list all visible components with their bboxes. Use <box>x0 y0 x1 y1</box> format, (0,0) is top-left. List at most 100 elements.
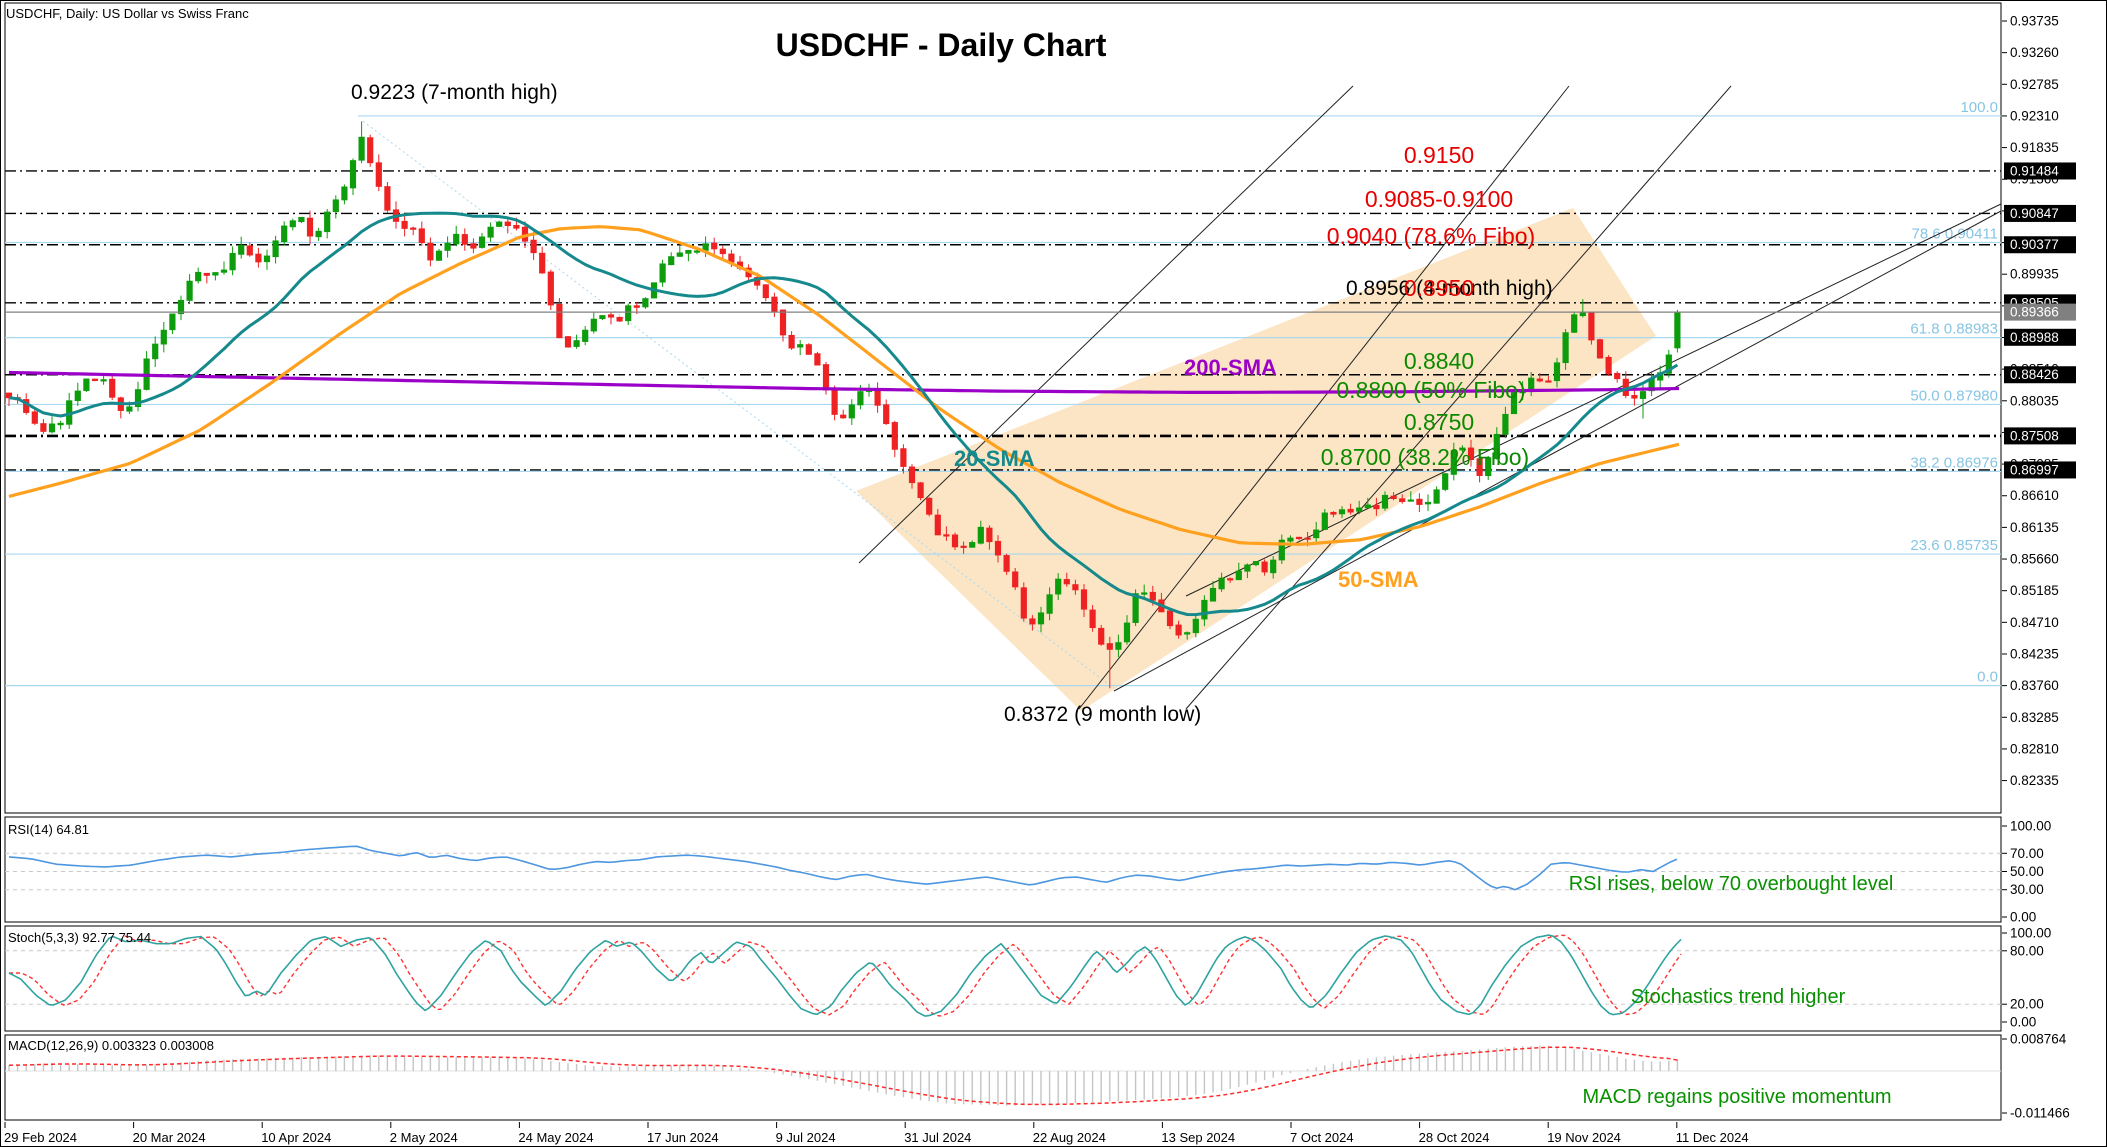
price-level-box <box>2004 236 2076 254</box>
fibo-label-23.6: 23.6 0.85735 <box>1910 537 1998 554</box>
macd-note[interactable]: MACD regains positive momentum <box>1582 1086 1892 1108</box>
annotation-7month-high[interactable]: 0.9223 (7-month high) <box>351 81 558 104</box>
trendline-5[interactable] <box>1113 210 2002 692</box>
price-level-box-label: 0.90377 <box>2010 237 2059 252</box>
price-axis-label: 0.86135 <box>2010 520 2059 535</box>
sma-20-line <box>8 211 1679 617</box>
price-level-box-label: 0.91484 <box>2010 163 2059 178</box>
fibo-label-100.0: 100.0 <box>1960 99 1998 116</box>
rsi-note[interactable]: RSI rises, below 70 overbought level <box>1568 873 1894 895</box>
current-price-box-label: 0.89366 <box>2010 305 2059 320</box>
fibo-label-0.0: 0.0 <box>1977 669 1998 686</box>
price-axis-label: 0.93735 <box>2010 14 2059 29</box>
price-level-box-label: 0.86997 <box>2010 462 2059 477</box>
trendline-4[interactable] <box>1185 203 2002 597</box>
macd-indicator-label: MACD(12,26,9) 0.003323 0.003008 <box>8 1038 214 1053</box>
macd-panel[interactable] <box>4 1034 2002 1121</box>
fibo-label-78.6: 78.6 0.90411 <box>1912 225 1998 242</box>
annotation-4month-high[interactable]: 0.8956 (4-month high) <box>1346 277 1553 300</box>
date-axis-label: 11 Dec 2024 <box>1676 1130 1749 1145</box>
stoch-indicator-label: Stoch(5,3,3) 92.77 75.44 <box>8 930 152 945</box>
trendline-3[interactable] <box>1185 85 1732 710</box>
support-label-8800-fibo[interactable]: 0.8800 (50% Fibo) <box>1336 377 1526 403</box>
resistance-label-9150[interactable]: 0.9150 <box>1403 142 1475 168</box>
stoch-axis-label: 100.00 <box>2010 926 2051 941</box>
price-level-box <box>2004 427 2076 445</box>
price-axis-label: 0.85185 <box>2010 583 2059 598</box>
support-label-8750[interactable]: 0.8750 <box>1403 409 1475 435</box>
current-price-box <box>2004 303 2076 321</box>
price-axis-label: 0.84235 <box>2010 646 2059 661</box>
sma200-label[interactable]: 200-SMA <box>1184 355 1277 380</box>
date-axis-label: 29 Feb 2024 <box>4 1130 77 1145</box>
price-level-box <box>2004 461 2076 479</box>
rsi-axis-label: 100.00 <box>2010 819 2051 834</box>
date-axis-label: 17 Jun 2024 <box>647 1130 719 1145</box>
support-label-8700-fibo[interactable]: 0.8700 (38.2% Fibo) <box>1320 444 1530 470</box>
macd-axis-label: -0.011466 <box>2010 1106 2070 1121</box>
rsi-panel[interactable] <box>4 816 2002 923</box>
trendline-1[interactable] <box>858 85 1354 564</box>
date-axis-label: 2 May 2024 <box>390 1130 458 1145</box>
resistance-label-8950[interactable]: 0.8950 <box>1403 275 1475 301</box>
resistance-label-9085-9100[interactable]: 0.9085-0.9100 <box>1364 186 1514 212</box>
stoch-axis-label: 80.00 <box>2010 943 2044 958</box>
price-level-box <box>2004 162 2076 180</box>
date-axis-label: 9 Jul 2024 <box>776 1130 836 1145</box>
price-level-box <box>2004 328 2076 346</box>
price-axis-label: 0.92785 <box>2010 77 2059 92</box>
price-level-box-label: 0.88426 <box>2010 367 2059 382</box>
price-axis-label: 0.93260 <box>2010 45 2059 60</box>
annotation-9month-low[interactable]: 0.8372 (9 month low) <box>1004 703 1202 726</box>
macd-signal-line <box>8 1046 1678 1106</box>
price-axis-label: 0.83760 <box>2010 678 2059 693</box>
date-axis-label: 19 Nov 2024 <box>1547 1130 1621 1145</box>
price-axis-label: 0.82335 <box>2010 773 2059 788</box>
price-axis-label: 0.84710 <box>2010 615 2059 630</box>
macd-axis-label: 0.008764 <box>2010 1032 2067 1047</box>
rsi-axis-label: 0.00 <box>2010 910 2036 925</box>
rsi-axis-label: 30.00 <box>2010 882 2044 897</box>
price-axis-label: 0.88035 <box>2010 393 2059 408</box>
symbol-header: USDCHF, Daily: US Dollar vs Swiss Franc <box>6 6 249 21</box>
resistance-label-9040-fibo[interactable]: 0.9040 (78.6% Fibo) <box>1326 223 1536 249</box>
price-level-box <box>2004 204 2076 222</box>
price-level-box-label: 0.88988 <box>2010 330 2059 345</box>
stoch-axis-label: 0.00 <box>2010 1015 2036 1030</box>
support-label-8840[interactable]: 0.8840 <box>1403 348 1475 374</box>
date-axis-label: 22 Aug 2024 <box>1033 1130 1106 1145</box>
date-axis-label: 24 May 2024 <box>518 1130 593 1145</box>
rsi-indicator-label: RSI(14) 64.81 <box>8 822 89 837</box>
chart-title[interactable]: USDCHF - Daily Chart <box>775 27 1107 63</box>
price-level-box-label: 0.90847 <box>2010 206 2059 221</box>
sma-200-line <box>8 370 1680 394</box>
sma50-label[interactable]: 50-SMA <box>1338 567 1419 592</box>
date-axis-label: 13 Sep 2024 <box>1161 1130 1235 1145</box>
stoch-axis-label: 20.00 <box>2010 997 2044 1012</box>
date-axis-label: 10 Apr 2024 <box>261 1130 331 1145</box>
price-level-box-label: 0.87508 <box>2010 428 2059 443</box>
price-axis-label: 0.91835 <box>2010 140 2059 155</box>
date-axis-label: 20 Mar 2024 <box>133 1130 206 1145</box>
price-axis-label: 0.92310 <box>2010 108 2059 123</box>
date-axis-label: 31 Jul 2024 <box>904 1130 971 1145</box>
sma20-label[interactable]: 20-SMA <box>954 446 1035 471</box>
price-axis-label: 0.83285 <box>2010 710 2059 725</box>
rsi-axis-label: 50.00 <box>2010 864 2044 879</box>
price-axis-label: 0.82810 <box>2010 741 2059 756</box>
stoch-note[interactable]: Stochastics trend higher <box>1630 986 1846 1008</box>
price-axis-label: 0.89935 <box>2010 267 2059 282</box>
fibo-label-61.8: 61.8 0.88983 <box>1910 321 1998 338</box>
price-axis-label: 0.85660 <box>2010 552 2059 567</box>
rsi-axis-label: 70.00 <box>2010 846 2044 861</box>
date-axis-label: 28 Oct 2024 <box>1419 1130 1490 1145</box>
fibo-label-38.2: 38.2 0.86976 <box>1910 454 1998 471</box>
main-panel[interactable] <box>4 2 2002 814</box>
fibo-label-50.0: 50.0 0.87980 <box>1910 387 1998 404</box>
stoch-d-line <box>9 934 1682 1017</box>
stoch-panel[interactable] <box>4 925 2002 1032</box>
price-axis-label: 0.86610 <box>2010 488 2059 503</box>
rsi-line <box>8 845 1678 891</box>
